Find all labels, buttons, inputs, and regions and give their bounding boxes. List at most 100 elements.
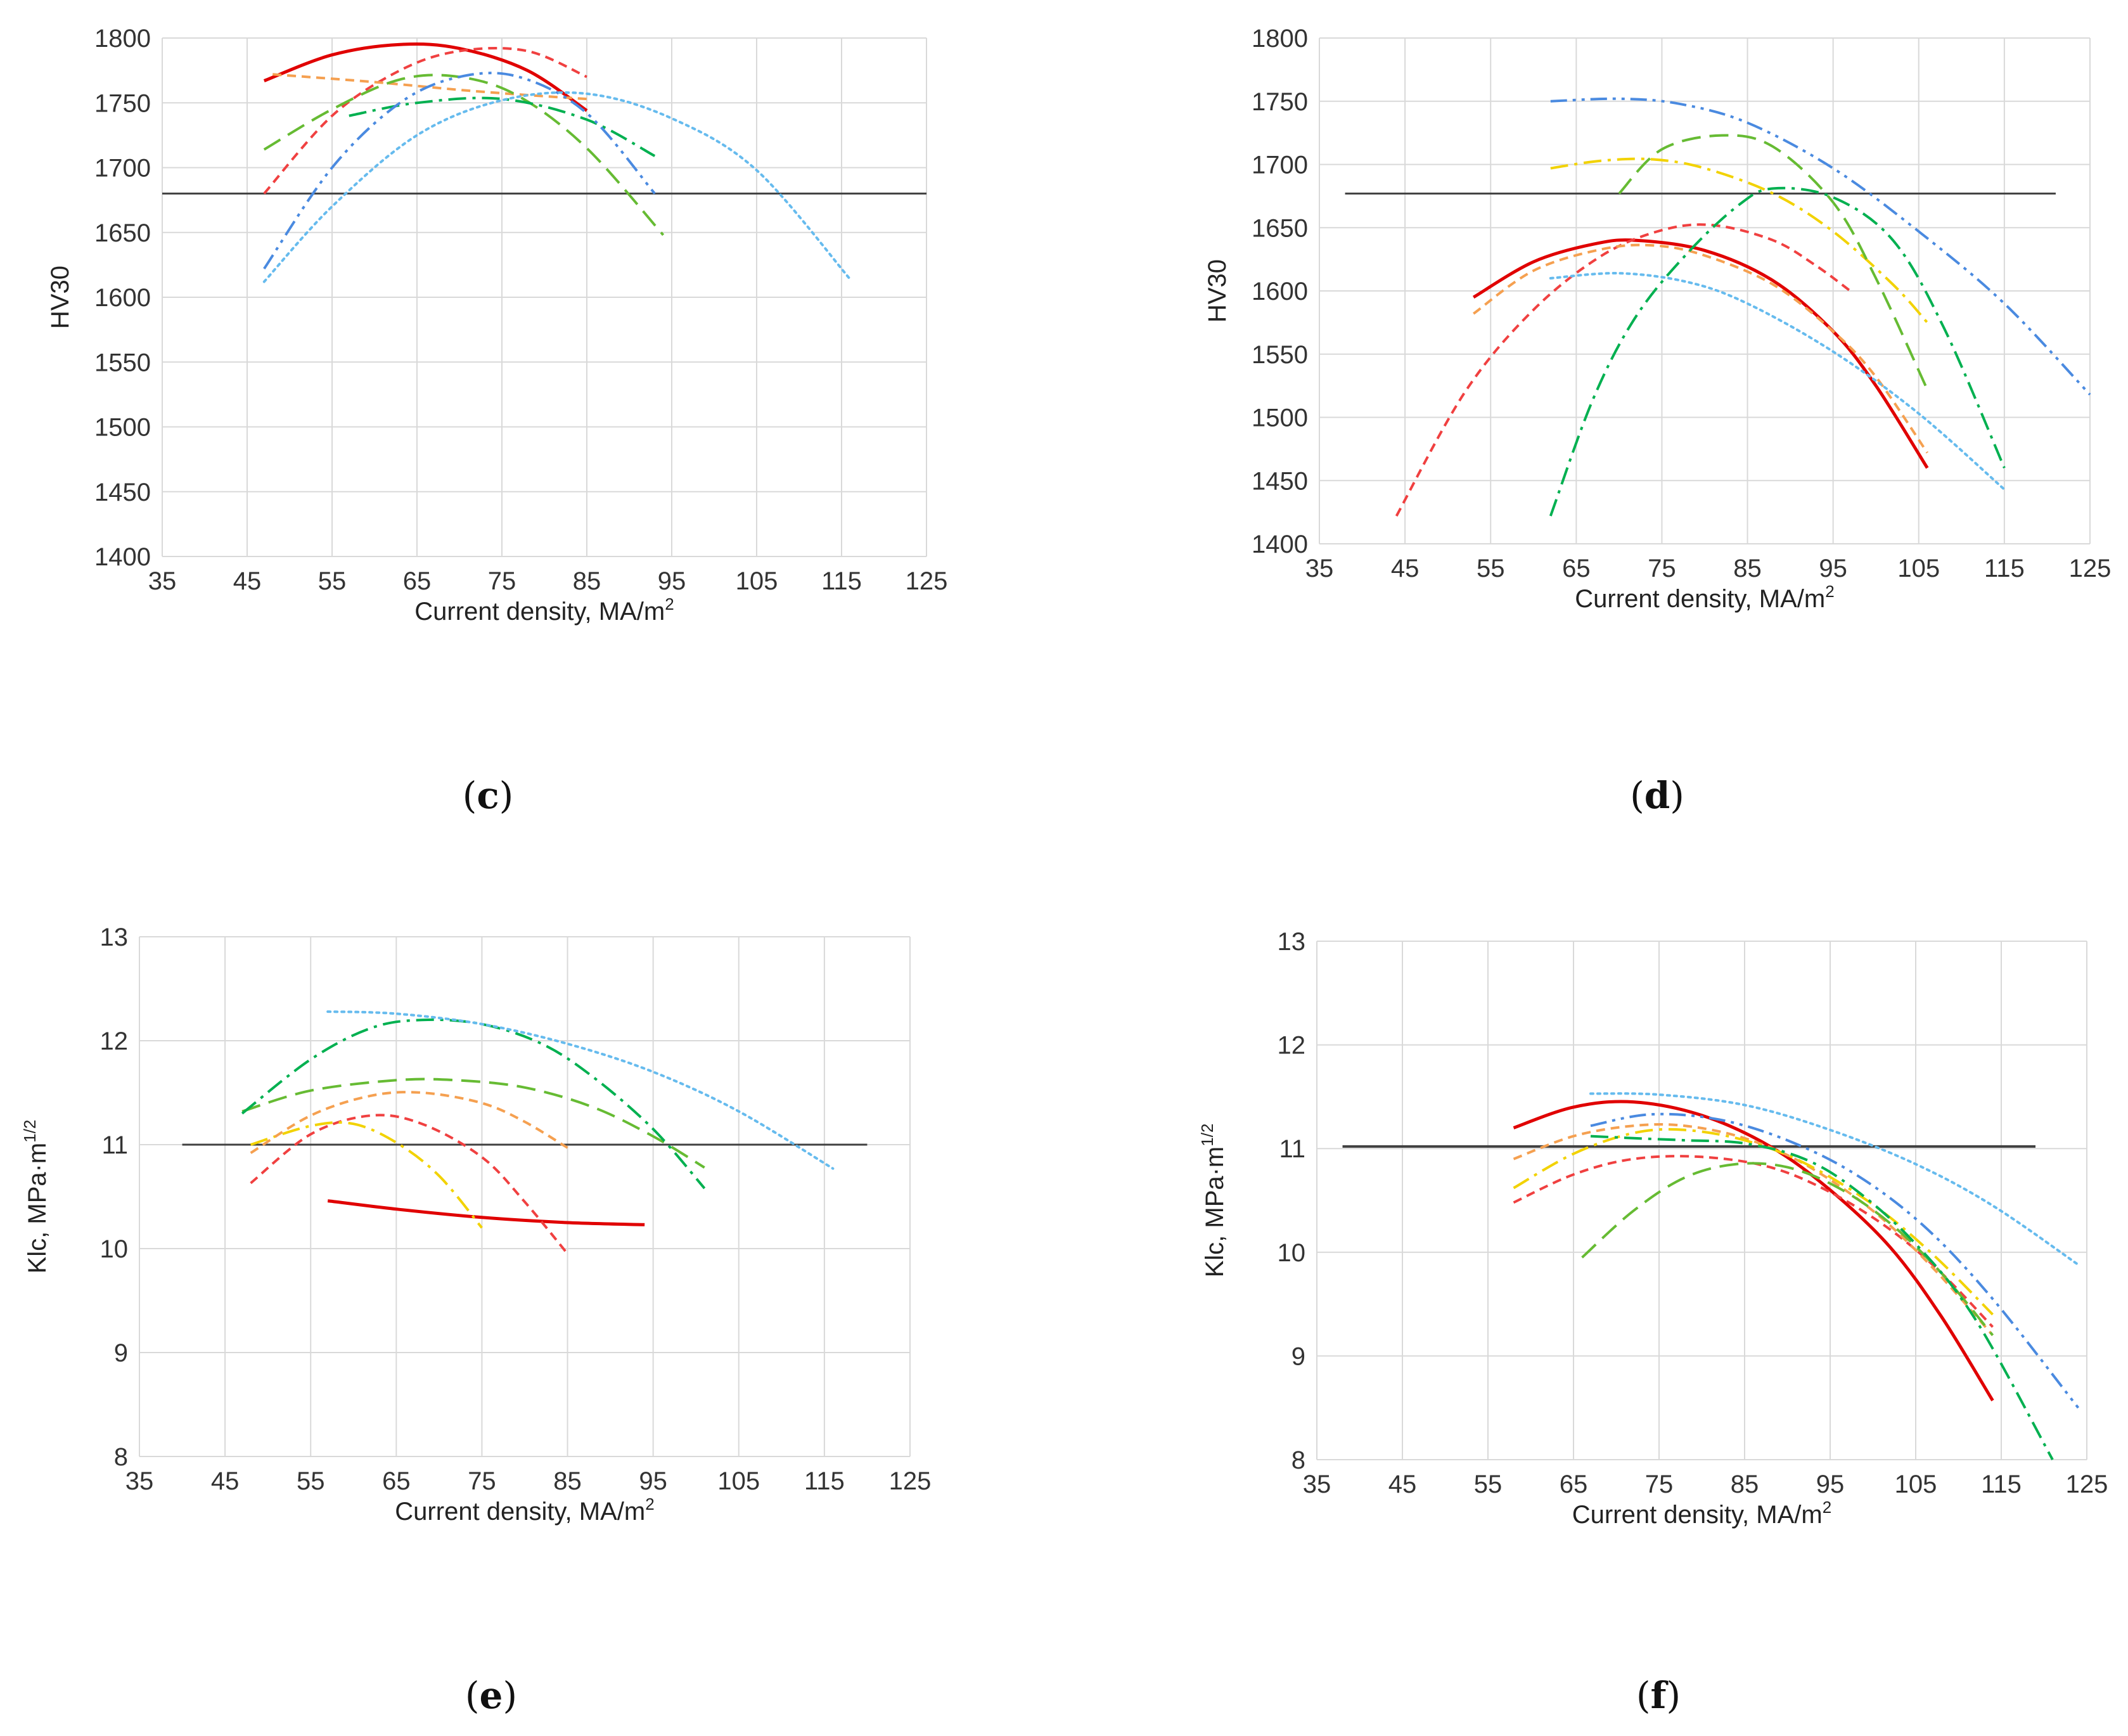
x-axis-label: Current density, MA/m2	[1572, 1498, 1831, 1529]
x-tick-label: 125	[2069, 555, 2112, 582]
x-tick-label: 115	[804, 1467, 845, 1495]
panel-label-close: )	[1670, 774, 1684, 817]
y-tick-label: 9	[114, 1339, 128, 1367]
y-axis-label-sup: 1/2	[20, 1120, 39, 1143]
panel-label: (f)	[1636, 1674, 1681, 1717]
series-line-blue-dashdotdot	[1550, 97, 2091, 395]
x-tick-label: 95	[639, 1467, 667, 1495]
panel-e: 35 45 55 65 75 85 95 105 115 125 8 9 10 11 12 13 Current…	[20, 923, 931, 1717]
x-tick-label: 45	[211, 1467, 240, 1495]
y-tick-label: 12	[1278, 1032, 1306, 1060]
panel-c: 35 45 55 65 75 85 95 105 115 125 1400 1450 1500 1550 1…	[46, 25, 947, 817]
y-tick-label: 13	[1278, 928, 1306, 956]
series-line-orange-dash-short	[1513, 1122, 1994, 1337]
y-tick-label: 1750	[94, 89, 151, 117]
panel-label-letter: f	[1651, 1674, 1669, 1717]
series-line-lightblue-dotted	[262, 91, 852, 283]
x-axis-label-sup: 2	[645, 1495, 654, 1514]
y-tick-label: 9	[1292, 1342, 1305, 1370]
series-line-green-dash-long	[263, 74, 665, 236]
y-tick-label: 10	[1278, 1239, 1306, 1267]
x-axis-label: Current density, MA/m2	[395, 1495, 654, 1526]
y-tick-label: 8	[114, 1443, 128, 1471]
y-tick-label: 1650	[1252, 214, 1308, 242]
series-line-teal-dashdot	[241, 1018, 706, 1190]
series-line-red_dash-dash-short	[1513, 1155, 1994, 1328]
series-line-green-dash-long	[241, 1077, 705, 1169]
x-axis-label-text: Current density, MA/m	[395, 1498, 645, 1526]
series-line-green-dash-long	[1618, 134, 1929, 390]
x-tick-label: 125	[2066, 1470, 2108, 1498]
x-axis-label-text: Current density, MA/m	[1575, 585, 1825, 613]
y-tick-label: 1450	[94, 479, 151, 506]
x-tick-label: 105	[717, 1467, 760, 1495]
panel-label: (d)	[1630, 774, 1684, 817]
y-axis-label: Klc, MPa·m1/2	[20, 1120, 51, 1274]
y-axis-label: HV30	[1203, 259, 1231, 323]
series-line-lightblue-dotted	[1589, 1092, 2080, 1266]
x-axis-label-text: Current density, MA/m	[1572, 1501, 1823, 1529]
y-tick-label: 11	[101, 1131, 128, 1159]
panel-label-open: (	[463, 774, 477, 817]
x-tick-label: 55	[297, 1467, 325, 1495]
series-line-red_dash-dash-short	[250, 1114, 569, 1255]
series-line-yellow-dashdot	[1513, 1128, 1994, 1316]
x-axis-label-sup: 2	[665, 595, 674, 614]
series-line-red_dash-dash-short	[263, 46, 587, 195]
x-axis-label: Current density, MA/m2	[1575, 582, 1834, 613]
x-tick-label: 125	[906, 567, 948, 595]
y-tick-label: 1700	[94, 155, 151, 183]
x-tick-label: 35	[1305, 555, 1334, 582]
panel-label-open: (	[465, 1674, 480, 1717]
series-line-red-solid	[1472, 238, 1929, 469]
y-axis-label: Klc, MPa·m1/2	[1198, 1124, 1229, 1278]
series-line-green-dash-long	[1581, 1162, 1994, 1336]
x-tick-label: 35	[148, 567, 177, 595]
y-tick-label: 1800	[94, 25, 151, 53]
x-tick-label: 85	[553, 1467, 582, 1495]
x-tick-label: 85	[1731, 1470, 1759, 1498]
x-tick-label: 115	[821, 567, 862, 595]
x-tick-label: 95	[658, 567, 686, 595]
y-tick-label: 11	[1279, 1135, 1305, 1163]
panel-d: 35 45 55 65 75 85 95 105 115 125 1400 1450 1500 1550 1…	[1203, 25, 2111, 817]
y-tick-label: 10	[100, 1235, 129, 1263]
y-tick-label: 1400	[94, 543, 151, 571]
panel-label: (e)	[465, 1674, 517, 1717]
series-line-orange-dash-short	[272, 73, 587, 101]
x-tick-label: 75	[1645, 1470, 1674, 1498]
series-line-lightblue-dotted	[1549, 272, 2006, 491]
series-line-orange-dash-short	[1473, 243, 1928, 454]
series-line-yellow-dashdot	[250, 1121, 483, 1229]
y-axis-label-sup: 1/2	[1198, 1124, 1217, 1147]
y-tick-label: 1450	[1252, 467, 1308, 495]
y-tick-label: 1500	[94, 414, 151, 442]
panel-label-close: )	[1666, 1674, 1681, 1717]
x-tick-label: 105	[736, 567, 778, 595]
panel-label-close: )	[503, 1674, 517, 1717]
panel-label-open: (	[1630, 774, 1644, 817]
panel-label: (c)	[463, 774, 514, 817]
y-tick-label: 1750	[1252, 88, 1308, 116]
x-axis-label-sup: 2	[1823, 1498, 1831, 1517]
x-tick-label: 75	[488, 567, 516, 595]
x-tick-label: 45	[1391, 555, 1420, 582]
y-tick-label: 8	[1292, 1446, 1305, 1474]
panel-label-open: (	[1636, 1674, 1651, 1717]
x-tick-label: 65	[382, 1467, 411, 1495]
x-tick-label: 95	[1816, 1470, 1845, 1498]
series-line-red-solid	[263, 42, 588, 112]
x-tick-label: 85	[1733, 555, 1762, 582]
x-axis-label-text: Current density, MA/m	[414, 598, 665, 626]
x-tick-label: 55	[1477, 555, 1505, 582]
panel-label-letter: c	[477, 774, 499, 817]
x-tick-label: 115	[1984, 555, 2025, 582]
x-tick-label: 45	[233, 567, 262, 595]
x-tick-label: 35	[1303, 1470, 1331, 1498]
x-tick-label: 65	[403, 567, 432, 595]
series-line-orange-dash-short	[250, 1091, 568, 1154]
x-tick-label: 85	[573, 567, 601, 595]
x-tick-label: 75	[468, 1467, 496, 1495]
series-line-teal-dashdot	[1590, 1135, 2054, 1460]
